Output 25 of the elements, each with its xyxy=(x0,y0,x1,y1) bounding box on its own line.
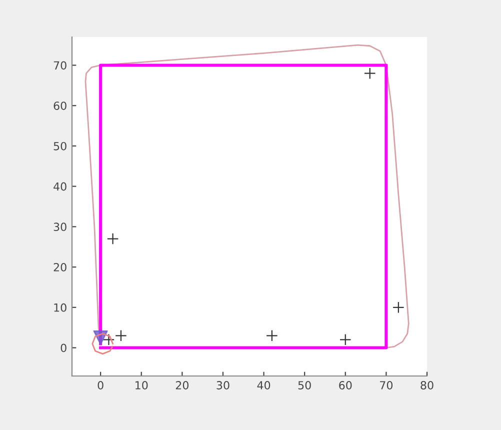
y-tick-label: 0 xyxy=(60,344,66,352)
y-tick-label: 70 xyxy=(54,61,66,70)
x-tick-label: 50 xyxy=(298,381,311,390)
point xyxy=(392,301,404,314)
y-tick-label: 30 xyxy=(54,222,66,232)
x-tick-label: 40 xyxy=(257,381,270,390)
point xyxy=(364,67,376,80)
line-series xyxy=(84,44,410,348)
x-tick-label: 0 xyxy=(98,381,104,390)
x-tick-label: 10 xyxy=(136,381,148,390)
point xyxy=(106,232,119,245)
x-tick-label: 60 xyxy=(339,381,352,390)
x-tick-label: 30 xyxy=(216,381,230,390)
y-tick-label: 20 xyxy=(54,263,66,272)
y-tick-label: 60 xyxy=(54,102,66,110)
y-tick-label: 10 xyxy=(54,303,66,312)
x-tick-label: 80 xyxy=(420,381,434,390)
point xyxy=(102,334,115,346)
point xyxy=(115,330,127,342)
y-tick-label: 40 xyxy=(54,182,66,191)
x-tick-label: 70 xyxy=(380,381,393,390)
x-tick-label: 20 xyxy=(176,381,189,390)
point xyxy=(266,330,278,342)
point xyxy=(339,334,352,346)
y-tick-label: 50 xyxy=(54,142,66,150)
